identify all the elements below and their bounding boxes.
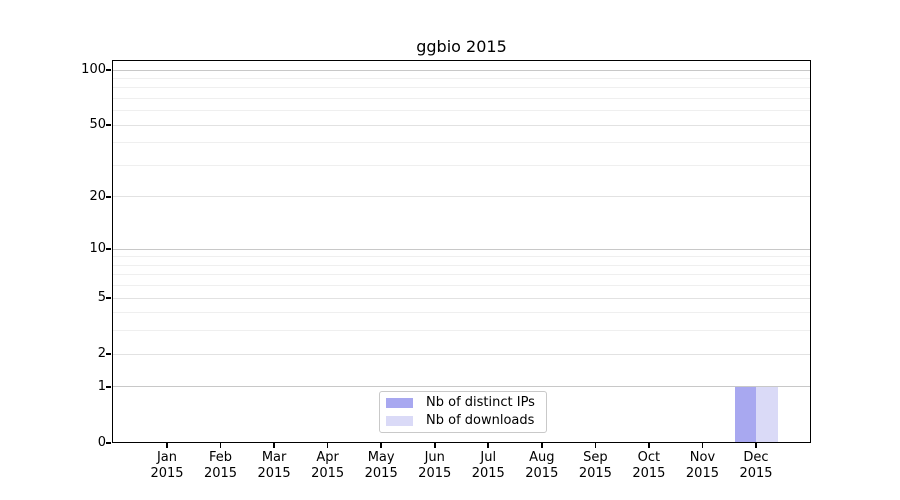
x-tick-mark-jun [433, 443, 436, 448]
x-tick-mark-aug [541, 443, 543, 448]
plot-area [112, 60, 811, 443]
legend-swatch-distinct-ips [386, 398, 413, 408]
gridline-mid-5 [112, 297, 811, 299]
y-tick-mark-20 [106, 196, 111, 198]
x-tick-label-dec: Dec 2015 [739, 450, 773, 481]
x-tick-label-sep: Sep 2015 [578, 450, 612, 481]
legend-label-downloads: Nb of downloads [426, 413, 535, 428]
legend-item-downloads: Nb of downloads [386, 412, 540, 430]
gridline-minor-8 [112, 264, 811, 266]
x-tick-mark-jan [166, 443, 168, 448]
legend-swatch-downloads [386, 416, 413, 426]
x-tick-mark-apr [326, 443, 329, 448]
x-tick-mark-may [380, 443, 382, 448]
y-tick-label-20: 20 [89, 188, 106, 204]
y-tick-label-100: 100 [81, 62, 106, 77]
gridline-major-100 [112, 69, 811, 71]
x-tick-label-may: May 2015 [364, 450, 398, 481]
x-tick-mark-nov [701, 443, 704, 448]
y-tick-mark-2 [106, 353, 111, 355]
bar-downloads-dec-2015 [756, 386, 778, 443]
gridline-minor-80 [112, 87, 811, 89]
y-tick-mark-10 [106, 248, 111, 250]
y-tick-label-1: 1 [97, 378, 106, 394]
x-tick-label-nov: Nov 2015 [685, 450, 719, 481]
x-tick-mark-feb [219, 443, 222, 448]
gridline-minor-90 [112, 77, 811, 79]
y-tick-mark-0 [106, 442, 111, 444]
gridline-major-10 [112, 248, 811, 250]
x-tick-label-aug: Aug 2015 [525, 450, 559, 481]
y-tick-mark-1 [106, 386, 111, 388]
x-tick-label-feb: Feb 2015 [203, 450, 238, 481]
gridline-minor-3 [112, 330, 811, 332]
gridline-minor-7 [112, 274, 811, 276]
gridline-minor-30 [112, 164, 811, 166]
gridline-mid-2 [112, 353, 811, 355]
x-tick-label-apr: Apr 2015 [311, 450, 345, 481]
gridline-mid-20 [112, 196, 811, 198]
gridline-minor-70 [112, 97, 811, 99]
y-tick-mark-100 [106, 69, 111, 71]
x-tick-mark-dec [755, 443, 757, 448]
y-tick-label-0: 0 [97, 435, 106, 450]
y-tick-label-2: 2 [97, 346, 106, 362]
x-tick-label-jul: Jul 2015 [471, 450, 505, 481]
y-tick-mark-50 [106, 124, 111, 127]
x-tick-mark-sep [594, 443, 597, 448]
x-tick-label-mar: Mar 2015 [257, 450, 291, 481]
gridline-major-1 [112, 386, 811, 388]
gridline-minor-6 [112, 285, 811, 287]
gridline-minor-40 [112, 142, 811, 144]
y-tick-label-10: 10 [89, 241, 106, 257]
x-tick-label-jan: Jan 2015 [150, 450, 184, 481]
x-tick-mark-jul [487, 443, 490, 448]
x-tick-mark-mar [273, 443, 275, 448]
legend: Nb of distinct IPs Nb of downloads [379, 391, 547, 433]
x-tick-label-oct: Oct 2015 [632, 450, 666, 481]
gridline-minor-9 [112, 256, 811, 258]
x-tick-mark-oct [648, 443, 650, 448]
legend-item-distinct-ips: Nb of distinct IPs [386, 394, 540, 412]
x-tick-label-jun: Jun 2015 [418, 450, 452, 481]
chart-title: ggbio 2015 [416, 37, 507, 56]
y-tick-mark-5 [106, 297, 111, 299]
bar-distinct-ips-dec-2015 [734, 386, 756, 443]
gridline-minor-60 [112, 110, 811, 112]
gridline-mid-50 [112, 124, 811, 126]
y-tick-label-5: 5 [97, 290, 106, 306]
legend-label-distinct-ips: Nb of distinct IPs [426, 395, 535, 410]
y-tick-label-50: 50 [89, 117, 106, 133]
gridline-minor-4 [112, 312, 811, 314]
